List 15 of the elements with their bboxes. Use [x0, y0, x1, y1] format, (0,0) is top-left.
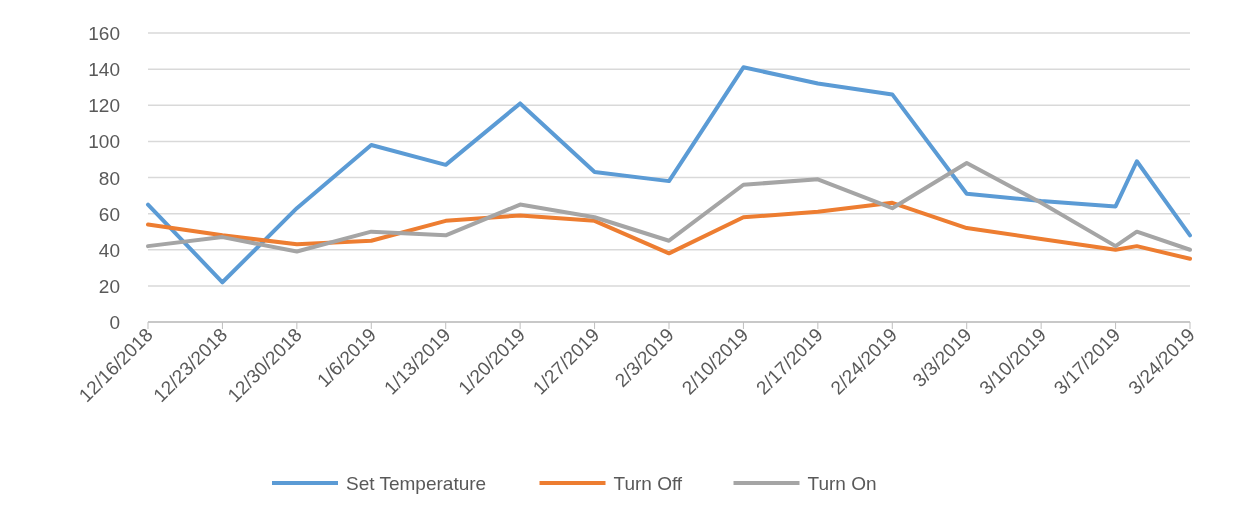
- legend-label: Turn On: [807, 473, 877, 494]
- line-series: [146, 200, 1192, 261]
- y-tick-label: 140: [88, 59, 120, 81]
- legend-label: Set Temperature: [346, 473, 487, 494]
- line-series: [146, 161, 1192, 254]
- y-tick-label: 0: [109, 312, 120, 333]
- y-tick-label: 60: [98, 203, 120, 225]
- y-tick-label: 40: [98, 239, 120, 261]
- line-series: [146, 65, 1192, 285]
- y-tick-label: 100: [88, 131, 120, 153]
- legend-label: Turn Off: [613, 473, 683, 494]
- y-tick-label: 80: [98, 167, 120, 189]
- y-tick-label: 120: [88, 95, 120, 117]
- y-tick-label: 20: [98, 275, 120, 297]
- y-tick-label: 160: [88, 23, 120, 44]
